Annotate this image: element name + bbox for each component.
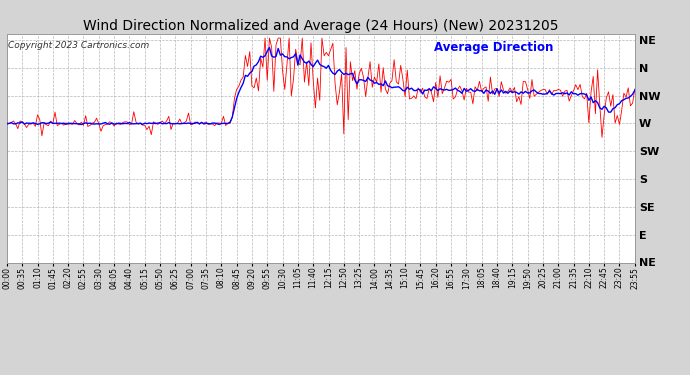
Text: Average Direction: Average Direction: [434, 40, 553, 54]
Title: Wind Direction Normalized and Average (24 Hours) (New) 20231205: Wind Direction Normalized and Average (2…: [83, 19, 559, 33]
Text: Copyright 2023 Cartronics.com: Copyright 2023 Cartronics.com: [8, 40, 150, 50]
